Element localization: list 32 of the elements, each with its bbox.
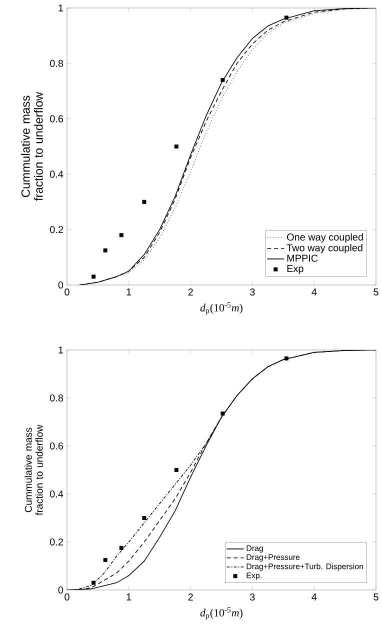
y-tick-label: 0.8 bbox=[50, 60, 64, 67]
x-tick-label: 0 bbox=[64, 594, 70, 601]
legend-label: One way coupled bbox=[286, 233, 363, 243]
y-tick-label: 0 bbox=[58, 281, 64, 289]
y-tick-label: 0.6 bbox=[50, 115, 64, 122]
y-axis-title: Cummulative mass fraction to underflow bbox=[24, 424, 43, 516]
x-tick-label: 5 bbox=[374, 288, 378, 296]
y-tick-label: 1 bbox=[58, 346, 63, 354]
x-tick-label: 2 bbox=[188, 594, 193, 600]
y-tick-label: 0 bbox=[58, 586, 64, 594]
legend-label: Exp bbox=[287, 265, 304, 274]
x-tick-label: 2 bbox=[188, 288, 193, 296]
x-axis-title: d$_{p}$(10$^{-5}$m) bbox=[200, 302, 242, 315]
y-tick-label: 0.4 bbox=[50, 170, 64, 178]
x-axis-title: d$_{p}$(10$^{-5}$m) bbox=[200, 607, 242, 620]
y-tick-label: 0.6 bbox=[50, 442, 64, 450]
y-tick-label: 0.8 bbox=[50, 394, 64, 402]
y-tick-label: 0.2 bbox=[50, 226, 63, 234]
x-tick-label: 4 bbox=[312, 288, 317, 296]
x-tick-label: 0 bbox=[64, 288, 70, 296]
y-tick-label: 0.2 bbox=[50, 538, 63, 546]
legend-label: MPPIC bbox=[287, 254, 318, 262]
y-tick-label: 1 bbox=[58, 4, 63, 12]
x-tick-label: 3 bbox=[250, 288, 255, 296]
x-tick-label: 1 bbox=[126, 288, 132, 296]
x-tick-label: 3 bbox=[250, 594, 255, 601]
y-axis-title: Cummulative mass fraction to underflow bbox=[21, 92, 43, 201]
x-tick-label: 5 bbox=[374, 594, 378, 600]
x-tick-label: 1 bbox=[126, 594, 132, 600]
x-tick-label: 4 bbox=[312, 594, 317, 600]
y-tick-label: 0.4 bbox=[50, 490, 64, 498]
legend-label: Two way coupled bbox=[286, 244, 362, 254]
